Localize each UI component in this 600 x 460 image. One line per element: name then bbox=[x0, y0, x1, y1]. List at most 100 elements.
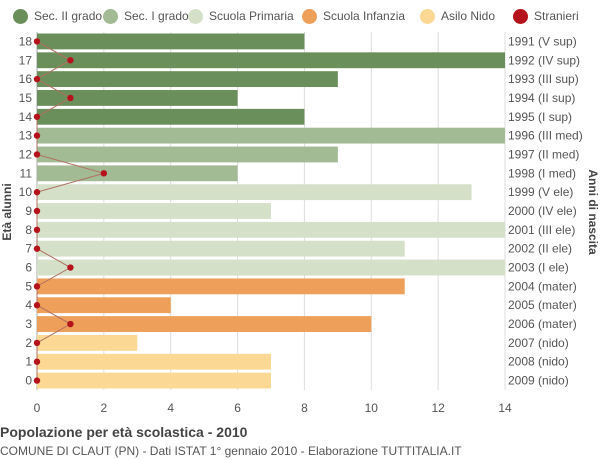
legend-swatch bbox=[13, 8, 28, 24]
legend-label: Sec. II grado bbox=[34, 9, 103, 23]
stranieri-point-age-10 bbox=[33, 188, 41, 196]
y-tick-label: 5 bbox=[25, 279, 32, 293]
birth-year-label: 1997 (II med) bbox=[508, 147, 579, 161]
bar-age-0 bbox=[37, 372, 271, 389]
stranieri-point-age-1 bbox=[33, 358, 41, 365]
stranieri-point-age-13 bbox=[33, 132, 41, 139]
birth-year-label: 1996 (III med) bbox=[508, 129, 583, 143]
y-tick-label: 1 bbox=[25, 355, 32, 369]
x-tick-label: 4 bbox=[167, 401, 174, 415]
y-tick-label: 4 bbox=[25, 298, 32, 312]
stranieri-point-age-5 bbox=[33, 283, 41, 290]
y-tick-label: 18 bbox=[19, 34, 33, 48]
legend-item: Asilo Nido bbox=[420, 6, 495, 26]
stranieri-point-age-2 bbox=[33, 339, 41, 347]
y-tick-label: 10 bbox=[19, 185, 33, 199]
birth-year-label: 2003 (I ele) bbox=[508, 261, 569, 275]
birth-year-label: 2007 (nido) bbox=[508, 336, 569, 350]
birth-year-label: 2009 (nido) bbox=[508, 374, 569, 388]
birth-year-label: 2000 (IV ele) bbox=[508, 204, 577, 218]
birth-year-label: 2004 (mater) bbox=[508, 279, 577, 293]
y-tick-label: 12 bbox=[19, 147, 33, 161]
birth-year-label: 1994 (II sup) bbox=[508, 91, 575, 105]
stranieri-point-age-4 bbox=[33, 302, 41, 309]
birth-year-label: 2005 (mater) bbox=[508, 298, 577, 312]
bar-age-9 bbox=[37, 203, 271, 219]
x-tick-label: 6 bbox=[234, 401, 241, 415]
bar-age-1 bbox=[37, 353, 271, 370]
stranieri-point-age-16 bbox=[33, 75, 41, 83]
x-tick-label: 14 bbox=[498, 401, 512, 415]
bar-age-18 bbox=[37, 33, 305, 50]
birth-year-label: 2008 (nido) bbox=[508, 355, 569, 369]
stranieri-point-age-9 bbox=[33, 207, 41, 215]
chart-title: Popolazione per età scolastica - 2010 bbox=[0, 424, 248, 440]
y-tick-label: 6 bbox=[25, 261, 32, 275]
bar-age-17 bbox=[37, 52, 505, 69]
legend-item: Scuola Infanzia bbox=[302, 6, 405, 26]
birth-year-label: 2001 (III ele) bbox=[508, 223, 575, 237]
bar-age-2 bbox=[37, 334, 138, 351]
y2-axis-title: Anni di nascita bbox=[586, 169, 600, 255]
y-tick-label: 0 bbox=[25, 374, 32, 388]
y-tick-label: 8 bbox=[25, 223, 32, 237]
y-tick-label: 15 bbox=[19, 91, 33, 105]
legend-label: Stranieri bbox=[534, 9, 579, 23]
bar-age-6 bbox=[37, 259, 505, 276]
x-tick-label: 12 bbox=[431, 401, 445, 415]
stranieri-point-age-18 bbox=[33, 38, 41, 45]
stranieri-point-age-17 bbox=[67, 57, 74, 64]
stranieri-point-age-0 bbox=[33, 377, 41, 384]
chart-subtitle: COMUNE DI CLAUT (PN) - Dati ISTAT 1° gen… bbox=[0, 444, 462, 458]
y-tick-label: 13 bbox=[19, 129, 33, 143]
bar-age-15 bbox=[37, 90, 238, 106]
birth-year-label: 2006 (mater) bbox=[508, 317, 577, 331]
bar-age-7 bbox=[37, 240, 405, 257]
x-tick-label: 10 bbox=[365, 401, 379, 415]
legend-item: Scuola Primaria bbox=[188, 6, 294, 26]
legend-label: Asilo Nido bbox=[441, 9, 496, 23]
y-tick-label: 2 bbox=[25, 336, 32, 350]
birth-year-label: 2002 (II ele) bbox=[508, 242, 572, 256]
y-tick-label: 16 bbox=[19, 72, 33, 86]
stranieri-point-age-7 bbox=[33, 245, 41, 252]
bar-age-5 bbox=[37, 278, 405, 295]
legend-item: Sec. II grado bbox=[13, 6, 102, 26]
y-tick-label: 3 bbox=[25, 317, 32, 331]
legend-label: Scuola Primaria bbox=[209, 9, 294, 23]
x-tick-label: 0 bbox=[34, 401, 41, 415]
birth-year-label: 1993 (III sup) bbox=[508, 72, 579, 86]
stranieri-point-age-11 bbox=[100, 170, 108, 177]
stranieri-point-age-15 bbox=[67, 94, 74, 102]
stranieri-point-age-14 bbox=[33, 113, 41, 120]
chart-legend: Sec. II grado Sec. I grado Scuola Primaria… bbox=[0, 6, 600, 26]
legend-item: Sec. I grado bbox=[103, 6, 189, 26]
stranieri-point-age-3 bbox=[67, 320, 74, 328]
birth-year-label: 1998 (I med) bbox=[508, 166, 576, 180]
birth-year-label: 1992 (IV sup) bbox=[508, 53, 580, 67]
legend-swatch bbox=[513, 8, 528, 24]
bar-age-12 bbox=[37, 146, 338, 163]
y-tick-label: 11 bbox=[20, 166, 33, 180]
bar-age-16 bbox=[37, 71, 338, 88]
stranieri-point-age-6 bbox=[67, 264, 74, 271]
bar-age-11 bbox=[37, 165, 238, 182]
bar-age-3 bbox=[37, 316, 372, 332]
legend-swatch bbox=[188, 8, 203, 24]
y-tick-label: 17 bbox=[19, 53, 33, 67]
y-axis-title: Età alunni bbox=[0, 183, 14, 240]
bar-age-10 bbox=[37, 184, 472, 201]
bar-age-13 bbox=[37, 127, 505, 144]
y-tick-label: 14 bbox=[19, 110, 33, 124]
stranieri-point-age-8 bbox=[33, 226, 41, 234]
bar-age-14 bbox=[37, 108, 305, 125]
x-tick-label: 2 bbox=[101, 401, 108, 415]
y-tick-label: 7 bbox=[25, 242, 32, 256]
x-tick-label: 8 bbox=[301, 401, 308, 415]
legend-swatch bbox=[103, 8, 118, 24]
birth-year-label: 1999 (V ele) bbox=[508, 185, 573, 199]
stranieri-point-age-12 bbox=[33, 151, 41, 158]
birth-year-label: 1991 (V sup) bbox=[508, 34, 577, 48]
bar-age-4 bbox=[37, 297, 171, 314]
